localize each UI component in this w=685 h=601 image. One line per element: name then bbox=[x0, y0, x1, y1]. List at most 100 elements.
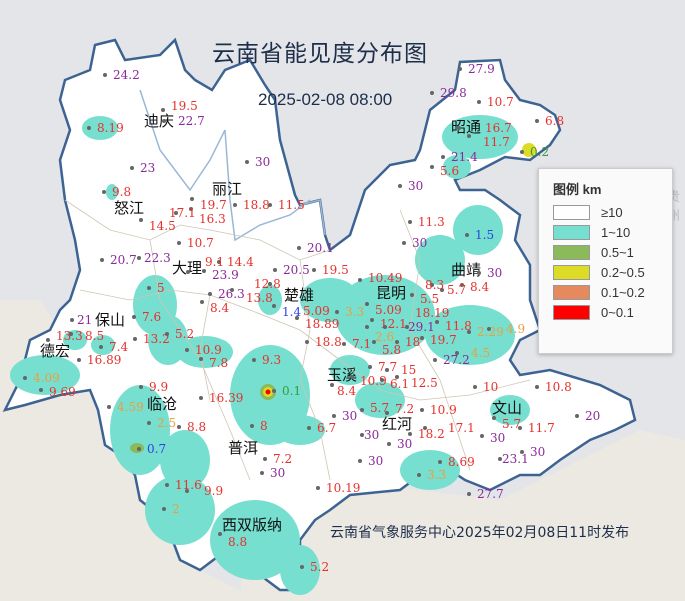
station-visibility-value: 16.89 bbox=[87, 353, 122, 367]
prefecture-boundary bbox=[299, 259, 331, 481]
prefecture-boundary bbox=[64, 199, 331, 261]
station-dot bbox=[575, 414, 579, 418]
station-visibility-value: 12.5 bbox=[411, 376, 438, 390]
city-label: 大理 bbox=[172, 259, 203, 277]
visibility-area-1-10 bbox=[106, 184, 118, 200]
station-dot bbox=[395, 375, 399, 379]
station-dot bbox=[295, 316, 299, 320]
station-dot bbox=[350, 375, 354, 379]
station-visibility-value: 2.6 bbox=[375, 330, 395, 344]
station-dot bbox=[467, 330, 471, 334]
station-visibility-value: 7.1 bbox=[352, 337, 372, 351]
station-visibility-value: 4.5 bbox=[471, 346, 491, 360]
station-visibility-value: 1.4 bbox=[282, 305, 302, 319]
station-visibility-value: 0.7 bbox=[147, 442, 167, 456]
station-dot bbox=[316, 486, 320, 490]
station-dot bbox=[458, 67, 462, 71]
station-dot bbox=[23, 376, 27, 380]
visibility-area-1-10 bbox=[177, 336, 233, 368]
station-visibility-value: 14.4 bbox=[227, 255, 254, 269]
visibility-area-1-10 bbox=[400, 450, 460, 490]
station-dot bbox=[107, 405, 111, 409]
station-dot bbox=[477, 271, 481, 275]
station-visibility-value: 30 bbox=[397, 437, 413, 451]
station-dot bbox=[365, 302, 369, 306]
prefecture-boundary bbox=[399, 209, 471, 471]
station-visibility-value: 7.7 bbox=[378, 360, 398, 374]
station-visibility-value: 13.3 bbox=[56, 329, 83, 343]
station-visibility-value: 7.2 bbox=[395, 402, 415, 416]
station-visibility-value: 18.89 bbox=[305, 317, 340, 331]
station-dot bbox=[420, 408, 424, 412]
station-dot bbox=[520, 450, 524, 454]
legend-swatch bbox=[553, 304, 590, 320]
station-visibility-value: 3.3 bbox=[427, 468, 447, 482]
station-dot bbox=[268, 203, 272, 207]
station-visibility-value: 8.4 bbox=[337, 384, 357, 398]
station-visibility-value: 30 bbox=[487, 266, 503, 280]
visibility-area-1-10 bbox=[490, 395, 530, 425]
station-dot bbox=[137, 447, 141, 451]
legend-item: 0.5~1 bbox=[553, 243, 634, 261]
legend-label: 1~10 bbox=[601, 224, 631, 240]
legend-label: 0.1~0.2 bbox=[601, 284, 645, 300]
visibility-area-1-10 bbox=[91, 335, 115, 355]
station-visibility-value: 9.9 bbox=[204, 484, 224, 498]
station-visibility-value: 10.8 bbox=[545, 380, 572, 394]
station-visibility-value: 6.1 bbox=[390, 377, 410, 391]
station-visibility-value: 8.69 bbox=[448, 455, 475, 469]
station-dot bbox=[395, 340, 399, 344]
station-visibility-value: 9.3 bbox=[262, 353, 282, 367]
visibility-area-1-10 bbox=[442, 115, 518, 159]
legend-item: ≥10 bbox=[553, 203, 623, 221]
station-visibility-value: 2.5 bbox=[157, 416, 177, 430]
visibility-area-1-10 bbox=[280, 545, 320, 595]
visibility-area-1-10 bbox=[258, 285, 282, 315]
river bbox=[139, 89, 226, 192]
station-visibility-value: 12.8 bbox=[254, 277, 281, 291]
station-dot bbox=[385, 411, 389, 415]
city-label: 曲靖 bbox=[451, 261, 482, 279]
station-dot bbox=[518, 426, 522, 430]
station-visibility-value: 22.7 bbox=[178, 114, 205, 128]
station-dot bbox=[358, 459, 362, 463]
station-dot bbox=[498, 457, 502, 461]
station-visibility-value: 5.2 bbox=[175, 327, 195, 341]
prefecture-boundary bbox=[79, 289, 531, 401]
station-dot bbox=[87, 126, 91, 130]
station-dot bbox=[177, 425, 181, 429]
station-dot bbox=[330, 383, 334, 387]
visibility-areas bbox=[10, 115, 536, 595]
city-label: 西双版纳 bbox=[222, 516, 283, 534]
station-dot bbox=[130, 166, 134, 170]
station-visibility-value: 9.8 bbox=[112, 185, 132, 199]
station-visibility-value: 7.8 bbox=[209, 356, 229, 370]
city-label: 楚雄 bbox=[284, 286, 315, 304]
legend-label: 0~0.1 bbox=[601, 304, 634, 320]
station-dot bbox=[139, 218, 143, 222]
station-visibility-value: 10.9 bbox=[195, 343, 222, 357]
station-visibility-value: 23.9 bbox=[212, 268, 239, 282]
station-dot bbox=[430, 91, 434, 95]
station-dot bbox=[433, 358, 437, 362]
station-dot bbox=[252, 358, 256, 362]
station-visibility-value: 11.8 bbox=[445, 319, 472, 333]
station-visibility-value: 17.1 bbox=[169, 206, 196, 220]
station-dot bbox=[162, 507, 166, 511]
station-visibility-value: 7.6 bbox=[142, 310, 162, 324]
visibility-area-1-10 bbox=[82, 116, 118, 140]
station-visibility-value: 5.6 bbox=[440, 164, 460, 178]
station-dot bbox=[307, 426, 311, 430]
station-visibility-value: 8 bbox=[260, 419, 268, 433]
legend-label: 0.5~1 bbox=[601, 244, 634, 260]
station-visibility-value: 5.09 bbox=[375, 303, 402, 317]
station-dot bbox=[420, 336, 424, 340]
station-visibility-value: 6.8 bbox=[545, 114, 565, 128]
station-dot bbox=[147, 421, 151, 425]
station-visibility-value: 8.4 bbox=[210, 301, 230, 315]
station-visibility-value: 16.7 bbox=[485, 121, 512, 135]
station-visibility-value: 10.49 bbox=[368, 271, 403, 285]
city-label: 丽江 bbox=[212, 180, 243, 198]
station-visibility-value: 18.8 bbox=[315, 335, 342, 349]
city-label: 迪庆 bbox=[144, 112, 175, 130]
